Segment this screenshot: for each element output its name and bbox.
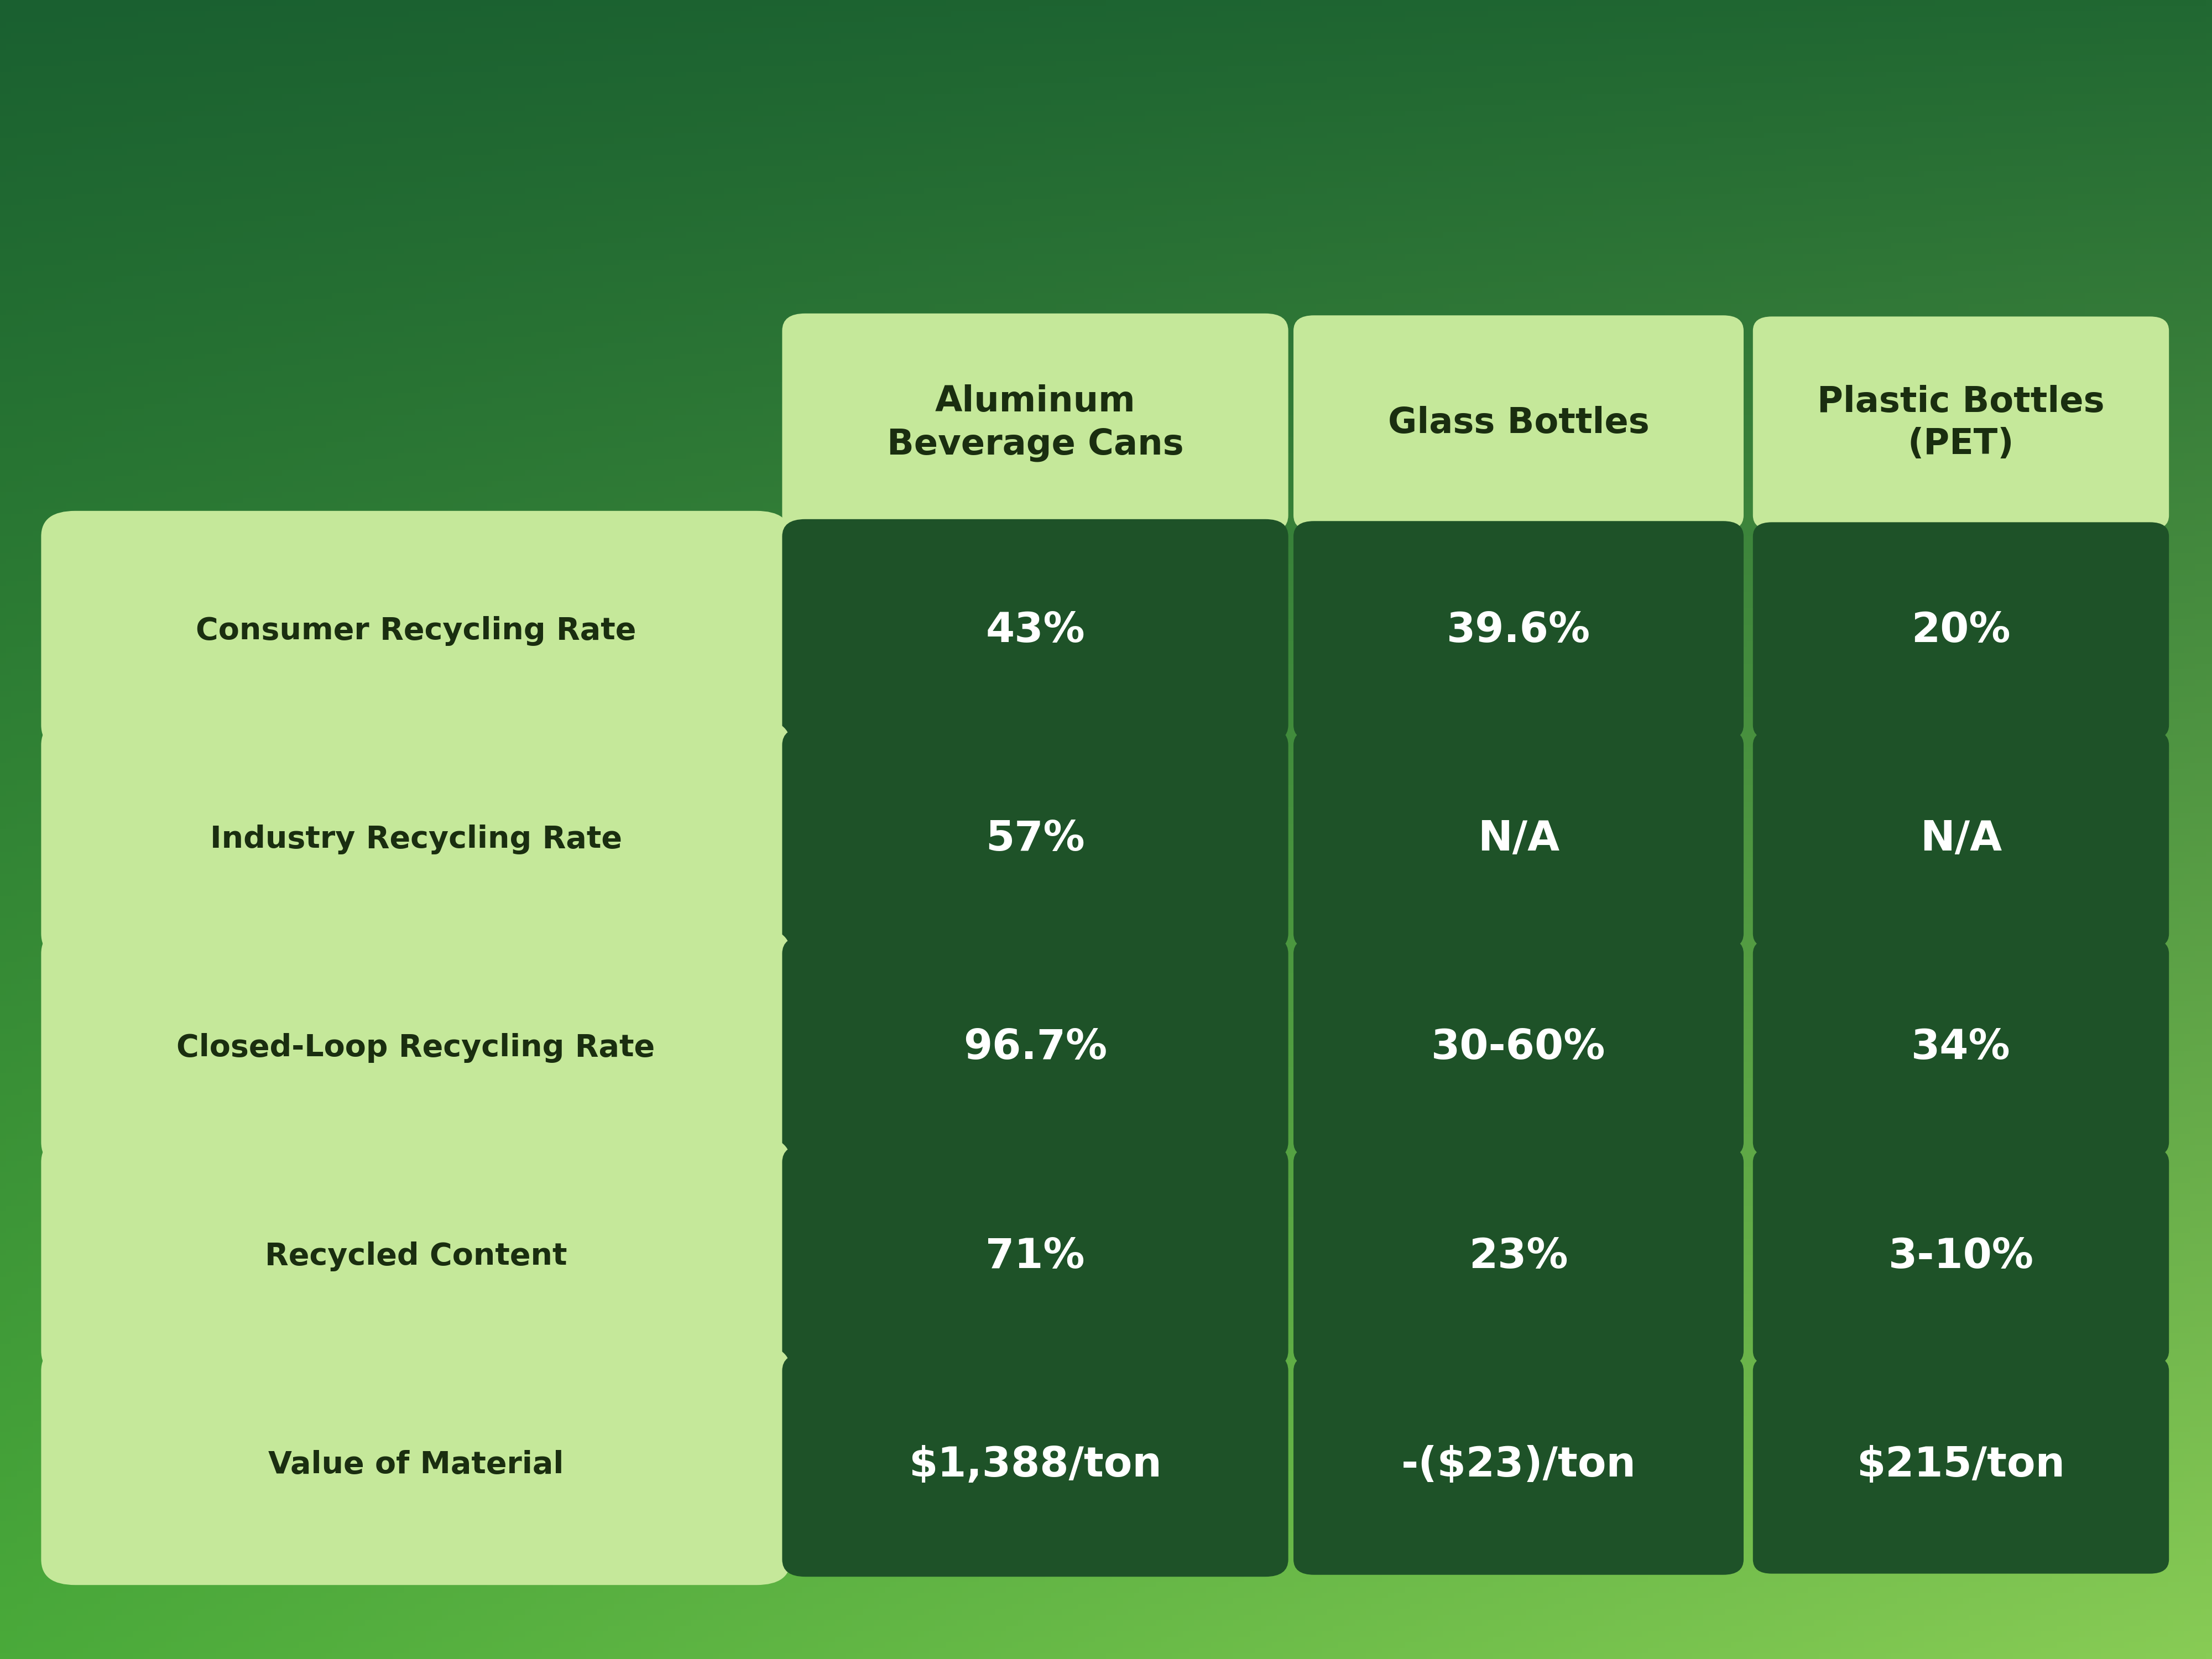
- FancyBboxPatch shape: [783, 728, 1287, 951]
- FancyBboxPatch shape: [1294, 1355, 1743, 1574]
- FancyBboxPatch shape: [42, 927, 790, 1168]
- FancyBboxPatch shape: [42, 1136, 790, 1377]
- FancyBboxPatch shape: [783, 1354, 1287, 1576]
- Text: N/A: N/A: [1478, 820, 1559, 859]
- Text: 96.7%: 96.7%: [962, 1027, 1108, 1068]
- FancyBboxPatch shape: [783, 936, 1287, 1160]
- FancyBboxPatch shape: [1294, 1146, 1743, 1367]
- Text: N/A: N/A: [1920, 820, 2002, 859]
- FancyBboxPatch shape: [1752, 317, 2170, 529]
- FancyBboxPatch shape: [1752, 732, 2170, 947]
- Text: 20%: 20%: [1911, 611, 2011, 650]
- FancyBboxPatch shape: [42, 511, 790, 750]
- Text: 30-60%: 30-60%: [1431, 1027, 1606, 1068]
- FancyBboxPatch shape: [783, 1145, 1287, 1369]
- FancyBboxPatch shape: [1752, 939, 2170, 1156]
- FancyBboxPatch shape: [42, 1345, 790, 1584]
- Text: 43%: 43%: [987, 611, 1084, 650]
- FancyBboxPatch shape: [1752, 1148, 2170, 1365]
- Text: Plastic Bottles
(PET): Plastic Bottles (PET): [1818, 385, 2104, 461]
- FancyBboxPatch shape: [1294, 521, 1743, 740]
- FancyBboxPatch shape: [42, 720, 790, 959]
- FancyBboxPatch shape: [1294, 315, 1743, 531]
- Text: Recycled Content: Recycled Content: [265, 1241, 566, 1271]
- Text: -($23)/ton: -($23)/ton: [1400, 1445, 1637, 1485]
- Text: Consumer Recycling Rate: Consumer Recycling Rate: [195, 615, 637, 645]
- Text: 23%: 23%: [1469, 1236, 1568, 1277]
- FancyBboxPatch shape: [1294, 730, 1743, 949]
- FancyBboxPatch shape: [783, 314, 1287, 533]
- Text: $1,388/ton: $1,388/ton: [909, 1445, 1161, 1485]
- Text: Glass Bottles: Glass Bottles: [1387, 406, 1650, 440]
- Text: 57%: 57%: [987, 820, 1084, 859]
- Text: 34%: 34%: [1911, 1027, 2011, 1068]
- Text: Industry Recycling Rate: Industry Recycling Rate: [210, 825, 622, 854]
- Text: 71%: 71%: [987, 1236, 1084, 1277]
- Text: Aluminum
Beverage Cans: Aluminum Beverage Cans: [887, 385, 1183, 461]
- FancyBboxPatch shape: [1752, 1357, 2170, 1574]
- FancyBboxPatch shape: [783, 519, 1287, 742]
- FancyBboxPatch shape: [1752, 523, 2170, 740]
- FancyBboxPatch shape: [1294, 939, 1743, 1158]
- Text: Closed-Loop Recycling Rate: Closed-Loop Recycling Rate: [177, 1034, 655, 1063]
- Text: 39.6%: 39.6%: [1447, 611, 1590, 650]
- Text: 3-10%: 3-10%: [1889, 1236, 2033, 1277]
- Text: $215/ton: $215/ton: [1856, 1445, 2066, 1485]
- Text: Value of Material: Value of Material: [268, 1450, 564, 1480]
